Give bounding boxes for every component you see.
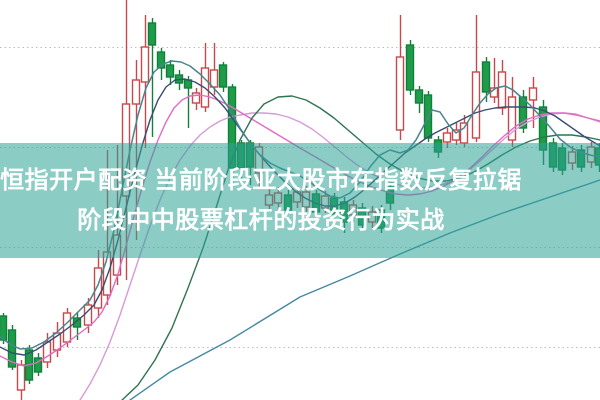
candle-body <box>459 122 469 144</box>
candle-body <box>528 87 538 101</box>
candle-body <box>507 96 517 141</box>
candle-body <box>16 364 26 391</box>
candle-body <box>156 51 166 69</box>
candle-body <box>518 96 528 129</box>
candle-body <box>414 89 424 104</box>
candle-body <box>451 129 461 141</box>
headline-line-2: 阶段中中股票杠杆的投资行为实战 <box>77 206 445 234</box>
candle-body <box>191 92 201 104</box>
candle-body <box>131 79 141 105</box>
candle-body <box>33 357 43 373</box>
candle-body <box>0 315 8 341</box>
candle-body <box>140 46 150 83</box>
headline-line-1: 恒指开户配资 当前阶段亚太股市在指数反复拉锯 <box>0 166 522 194</box>
candle-body <box>209 69 219 88</box>
candle-body <box>7 329 17 368</box>
candle-body <box>442 132 452 143</box>
candle-body <box>497 71 507 109</box>
candle-body <box>93 267 103 309</box>
candle-body <box>405 44 415 91</box>
candle-body <box>395 56 405 131</box>
candle-body <box>165 64 175 78</box>
candle-body <box>481 61 491 93</box>
candle-body <box>72 317 82 328</box>
candle-body <box>147 22 157 46</box>
title-banner: 恒指开户配资 当前阶段亚太股市在指数反复拉锯 阶段中中股票杠杆的投资行为实战 <box>0 143 600 258</box>
candle-body <box>218 64 228 88</box>
